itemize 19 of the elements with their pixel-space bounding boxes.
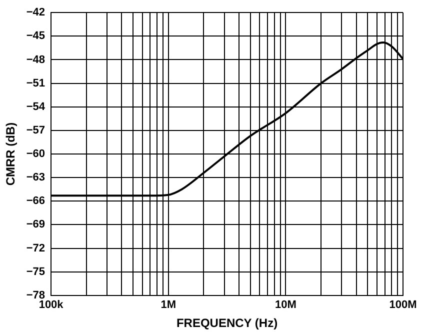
y-tick-label: −66 bbox=[26, 195, 46, 208]
y-tick-label: −54 bbox=[26, 100, 46, 113]
y-tick-label: −72 bbox=[26, 242, 46, 254]
y-tick-label: −45 bbox=[26, 30, 46, 42]
x-tick-label: 1M bbox=[160, 299, 176, 312]
x-tick-label: 10M bbox=[274, 299, 296, 312]
y-tick-label: −63 bbox=[26, 172, 46, 184]
x-tick-label: 100M bbox=[389, 299, 417, 312]
y-tick-label: −57 bbox=[26, 124, 46, 136]
x-axis-title: FREQUENCY (Hz) bbox=[176, 316, 278, 330]
y-tick-label: −48 bbox=[26, 54, 46, 66]
x-tick-label: 100k bbox=[38, 299, 64, 312]
y-tick-label: −60 bbox=[26, 148, 46, 160]
y-tick-label: −42 bbox=[26, 6, 46, 19]
y-tick-label: −51 bbox=[26, 77, 46, 90]
y-tick-label: −75 bbox=[26, 266, 46, 278]
y-axis-title: CMRR (dB) bbox=[4, 122, 18, 186]
y-tick-label: −69 bbox=[26, 218, 46, 231]
y-tick-label: −78 bbox=[26, 289, 46, 302]
